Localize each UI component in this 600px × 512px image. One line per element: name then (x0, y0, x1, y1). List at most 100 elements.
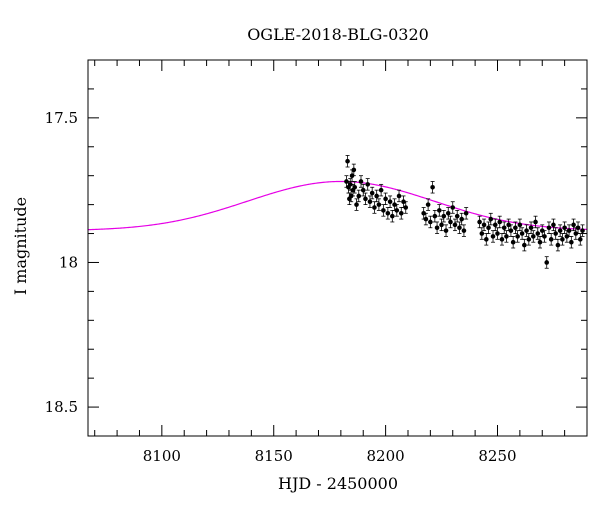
data-point (432, 209, 438, 223)
point-marker (396, 193, 402, 199)
point-marker (531, 234, 536, 239)
data-point (461, 224, 467, 237)
point-marker (524, 228, 529, 233)
point-marker (454, 213, 460, 219)
data-point (457, 221, 462, 234)
point-marker (367, 199, 373, 205)
point-marker (365, 182, 371, 187)
x-tick-label: 8150 (255, 447, 293, 465)
data-point (452, 218, 458, 232)
point-marker (535, 231, 541, 236)
point-marker (562, 225, 567, 231)
axis-ticks (88, 59, 588, 437)
data-point (363, 192, 368, 206)
data-point (376, 198, 382, 211)
data-point (484, 233, 489, 246)
point-marker (526, 237, 532, 242)
point-marker (517, 222, 523, 228)
data-point (383, 192, 388, 206)
point-marker (537, 239, 543, 245)
point-marker (551, 222, 556, 228)
point-marker (432, 213, 438, 219)
data-point (513, 221, 518, 234)
data-point (360, 183, 366, 197)
point-marker (577, 237, 583, 242)
point-marker (378, 187, 384, 193)
data-point (548, 233, 554, 246)
data-point (425, 198, 431, 211)
data-point (546, 221, 552, 234)
data-point (562, 221, 567, 234)
data-point (454, 209, 460, 223)
point-marker (522, 242, 527, 248)
data-point (537, 236, 543, 249)
data-point (378, 183, 384, 197)
data-point (374, 189, 379, 203)
data-point (439, 218, 444, 232)
data-point (510, 236, 516, 249)
point-marker (376, 202, 382, 207)
y-axis-label: I magnitude (11, 197, 30, 295)
point-marker (441, 213, 447, 219)
point-marker (461, 228, 467, 233)
data-point (557, 224, 563, 237)
data-point (437, 204, 442, 217)
point-marker (439, 222, 444, 228)
point-marker (351, 167, 357, 173)
point-marker (421, 210, 426, 216)
x-tick-label: 8250 (478, 447, 516, 465)
data-point (553, 227, 558, 240)
point-marker (403, 205, 409, 210)
data-point (358, 175, 364, 188)
data-point (459, 212, 464, 226)
data-point (519, 227, 525, 240)
data-point (526, 233, 532, 246)
data-point (351, 163, 357, 177)
data-point (517, 218, 523, 232)
point-marker (381, 208, 386, 213)
point-marker (553, 231, 558, 236)
point-marker (548, 237, 554, 242)
point-marker (445, 210, 451, 216)
point-marker (459, 216, 464, 222)
point-marker (528, 225, 534, 231)
data-point (481, 218, 487, 232)
point-marker (385, 210, 391, 216)
data-point (398, 207, 404, 220)
point-marker (506, 222, 511, 228)
data-point (571, 218, 576, 232)
data-point (488, 212, 494, 226)
data-point (367, 195, 373, 208)
plot-frame (87, 59, 588, 437)
point-marker (490, 234, 496, 239)
point-marker (504, 234, 509, 239)
point-marker (463, 210, 469, 216)
x-axis-label: HJD - 2450000 (278, 474, 398, 493)
data-point (528, 221, 534, 234)
point-marker (560, 237, 565, 242)
x-tick-label: 8100 (143, 447, 181, 465)
point-marker (452, 222, 458, 228)
point-marker (344, 179, 349, 184)
point-marker (354, 202, 359, 207)
point-marker (390, 213, 395, 219)
point-marker (571, 222, 576, 228)
point-marker (401, 199, 406, 205)
point-marker (488, 216, 494, 222)
point-marker (383, 196, 388, 202)
y-tick-label: 17.5 (45, 109, 78, 127)
data-point (450, 201, 456, 214)
point-marker (448, 219, 453, 225)
data-point (524, 224, 529, 237)
data-point (560, 233, 565, 246)
point-marker (394, 208, 400, 213)
point-marker (573, 231, 579, 236)
point-marker (499, 237, 505, 242)
point-marker (497, 219, 503, 225)
data-point (434, 221, 440, 234)
point-marker (546, 225, 552, 231)
point-marker (492, 222, 498, 228)
data-point (531, 230, 536, 243)
data-point (385, 207, 391, 220)
data-point (575, 221, 581, 234)
